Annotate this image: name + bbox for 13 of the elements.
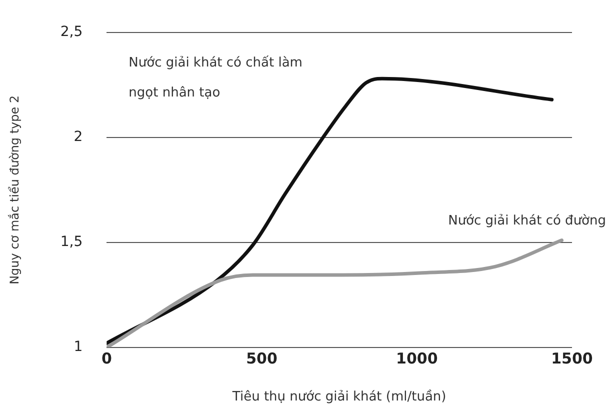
y-axis-title: Nguy cơ mắc tiểu đường type 2 [7, 95, 22, 284]
y-tick-label: 2,5 [60, 24, 83, 40]
x-tick-label: 500 [246, 349, 278, 368]
x-tick-label: 0 [101, 349, 112, 368]
x-axis-title: Tiêu thụ nước giải khát (ml/tuần) [231, 388, 446, 405]
text: Nước giải khát có chất làm ngọt nhân tạo [128, 55, 302, 100]
y-tick-label: 1,5 [60, 234, 83, 250]
line-series [106, 238, 564, 348]
text: Nước giải khát có đường [448, 213, 606, 228]
y-tick-label: 1 [74, 339, 83, 356]
x-tick-label: 1000 [396, 349, 438, 368]
y-tick-label: 2 [74, 129, 83, 146]
x-tick-label: 1500 [551, 349, 593, 368]
